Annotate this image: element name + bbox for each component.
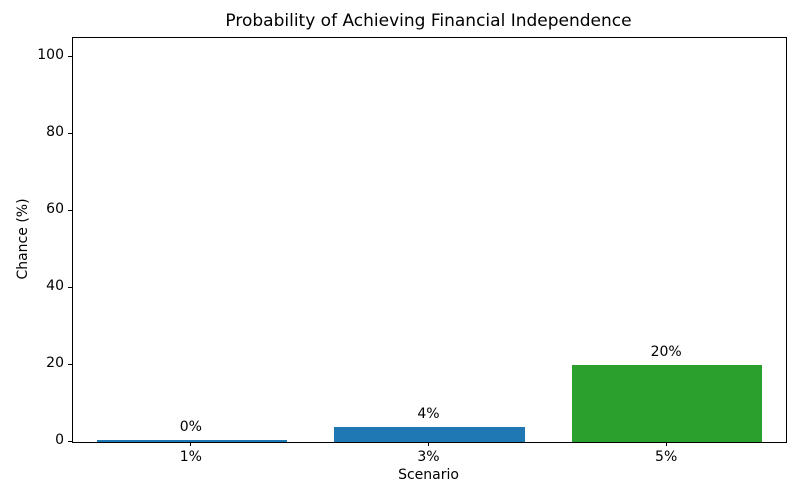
- y-tick-mark: [68, 440, 72, 442]
- x-tick-label: 1%: [179, 449, 202, 465]
- y-axis-label: Chance (%): [15, 198, 31, 280]
- y-tick-label: 80: [46, 124, 64, 141]
- y-tick-mark: [68, 132, 72, 134]
- y-tick-mark: [68, 209, 72, 211]
- y-tick-label: 0: [55, 432, 64, 448]
- bar-3pct: [334, 426, 525, 442]
- y-tick-label: 20: [46, 355, 64, 372]
- x-tick-label: 3%: [417, 449, 440, 465]
- bar-value-label: 4%: [417, 405, 440, 422]
- y-tick-mark: [68, 286, 72, 288]
- y-tick-label: 60: [46, 201, 64, 218]
- y-tick-mark: [68, 363, 72, 365]
- x-tick-mark: [665, 442, 667, 446]
- plot-area: [72, 37, 787, 443]
- y-tick-mark: [68, 55, 72, 57]
- chart-title: Probability of Achieving Financial Indep…: [225, 11, 632, 31]
- y-tick-label: 100: [37, 47, 64, 64]
- bar-value-label: 0%: [179, 419, 202, 436]
- y-tick-label: 40: [46, 278, 64, 295]
- bar-5pct: [572, 365, 763, 442]
- x-tick-mark: [428, 442, 429, 446]
- x-tick-label: 5%: [655, 449, 678, 465]
- x-axis-label: Scenario: [398, 467, 459, 483]
- bar-1pct: [96, 440, 287, 442]
- x-tick-mark: [190, 442, 192, 446]
- bar-value-label: 20%: [650, 344, 682, 361]
